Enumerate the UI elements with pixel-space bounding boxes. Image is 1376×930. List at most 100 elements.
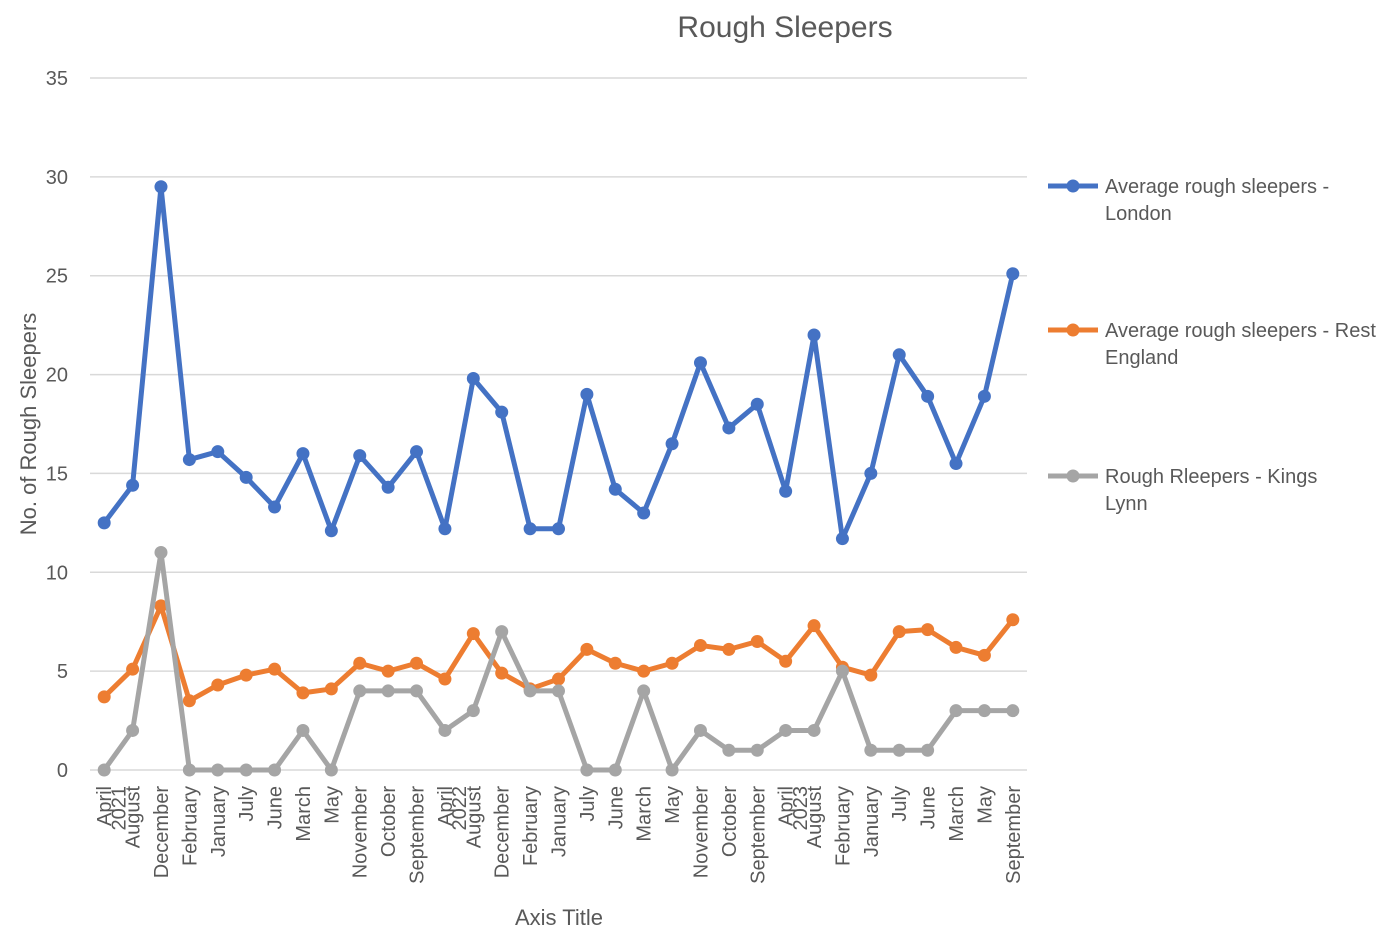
y-tick-label: 10 (46, 562, 68, 584)
data-point (268, 500, 282, 514)
data-point (977, 648, 991, 662)
x-tick-label: June (265, 786, 287, 829)
y-tick-label: 25 (46, 266, 68, 288)
data-point (495, 625, 509, 639)
data-point (637, 684, 651, 698)
x-tick-label: March (293, 786, 315, 842)
data-point (353, 449, 367, 463)
data-point (296, 686, 310, 700)
x-tick-label: September (407, 786, 429, 884)
data-point (750, 634, 764, 648)
x-tick-label: January (549, 786, 571, 857)
data-point (779, 723, 793, 737)
data-point (807, 328, 821, 342)
legend: Average rough sleepers -London Average ro… (1048, 176, 1376, 515)
data-point (239, 470, 253, 484)
x-tick-label: April (435, 786, 457, 826)
data-point (211, 445, 225, 459)
data-point (410, 656, 424, 670)
x-tick-label: April (94, 786, 116, 826)
series-line (101, 550, 1016, 773)
data-point (381, 664, 395, 678)
x-tick-label: June (918, 786, 940, 829)
data-point (1006, 613, 1020, 627)
data-point (807, 723, 821, 737)
x-tick-label: October (719, 786, 741, 857)
data-point (608, 482, 622, 496)
series-line (101, 184, 1016, 542)
data-point (779, 654, 793, 668)
data-point (637, 664, 651, 678)
data-point (495, 666, 509, 680)
data-point (410, 684, 424, 698)
x-year-label: 2021 (108, 786, 130, 831)
data-point (835, 532, 849, 546)
data-point (523, 684, 537, 698)
x-tick-label: February (520, 786, 542, 866)
x-tick-label: July (577, 786, 599, 822)
x-tick-label: May (974, 786, 996, 824)
data-point (949, 457, 963, 471)
y-tick-label: 20 (46, 365, 68, 387)
data-point (608, 656, 622, 670)
y-axis-title: No. of Rough Sleepers (16, 313, 41, 536)
data-point (552, 522, 565, 536)
data-point (921, 623, 935, 637)
x-axis-ticks: April August December February January July Ju… (94, 786, 1025, 884)
x-tick-label: May (662, 786, 684, 824)
data-point (381, 684, 395, 698)
data-point (97, 516, 111, 530)
data-point (182, 763, 196, 777)
data-point (438, 672, 452, 686)
legend-label: Rough Rleepers - Kings Lynn (1105, 466, 1317, 515)
data-point (438, 522, 452, 536)
series-1 (97, 180, 1020, 546)
x-tick-label: December (151, 786, 173, 879)
legend-marker (1066, 469, 1080, 483)
data-point (722, 743, 736, 757)
data-point (1006, 267, 1020, 281)
data-point (324, 763, 338, 777)
series-3 (97, 546, 1020, 777)
series-layer (97, 180, 1020, 777)
data-point (722, 421, 736, 435)
data-point (97, 690, 111, 704)
x-tick-label: January (861, 786, 883, 857)
y-axis-ticks: 0 5 10 15 20 25 30 35 (46, 68, 68, 782)
data-point (921, 743, 935, 757)
legend-entry-1: Average rough sleepers -London (1048, 176, 1329, 225)
data-point (211, 678, 225, 692)
data-point (211, 763, 225, 777)
data-point (466, 372, 480, 386)
x-tick-label: November (350, 786, 372, 879)
data-point (807, 619, 821, 633)
data-point (665, 763, 679, 777)
x-tick-label: September (747, 786, 769, 884)
data-point (296, 447, 310, 461)
data-point (750, 397, 764, 411)
x-tick-label: June (605, 786, 627, 829)
x-year-label: 2023 (790, 786, 812, 831)
data-point (126, 662, 140, 676)
data-point (665, 437, 679, 451)
data-point (466, 627, 480, 641)
gridlines (90, 77, 1027, 771)
data-point (495, 405, 509, 419)
x-tick-label: July (889, 786, 911, 822)
data-point (864, 466, 878, 480)
data-point (921, 389, 935, 403)
data-point (97, 763, 111, 777)
x-tick-label: November (690, 786, 712, 879)
x-year-label: 2022 (449, 786, 471, 831)
legend-marker (1066, 323, 1080, 337)
data-point (864, 668, 878, 682)
x-axis-title: Axis Title (515, 905, 603, 930)
x-tick-label: February (179, 786, 201, 866)
data-point (693, 638, 707, 652)
data-point (977, 704, 991, 718)
legend-marker (1066, 179, 1080, 193)
x-tick-label: October (378, 786, 400, 857)
data-point (268, 662, 282, 676)
data-point (949, 640, 963, 654)
x-tick-label: December (492, 786, 514, 879)
